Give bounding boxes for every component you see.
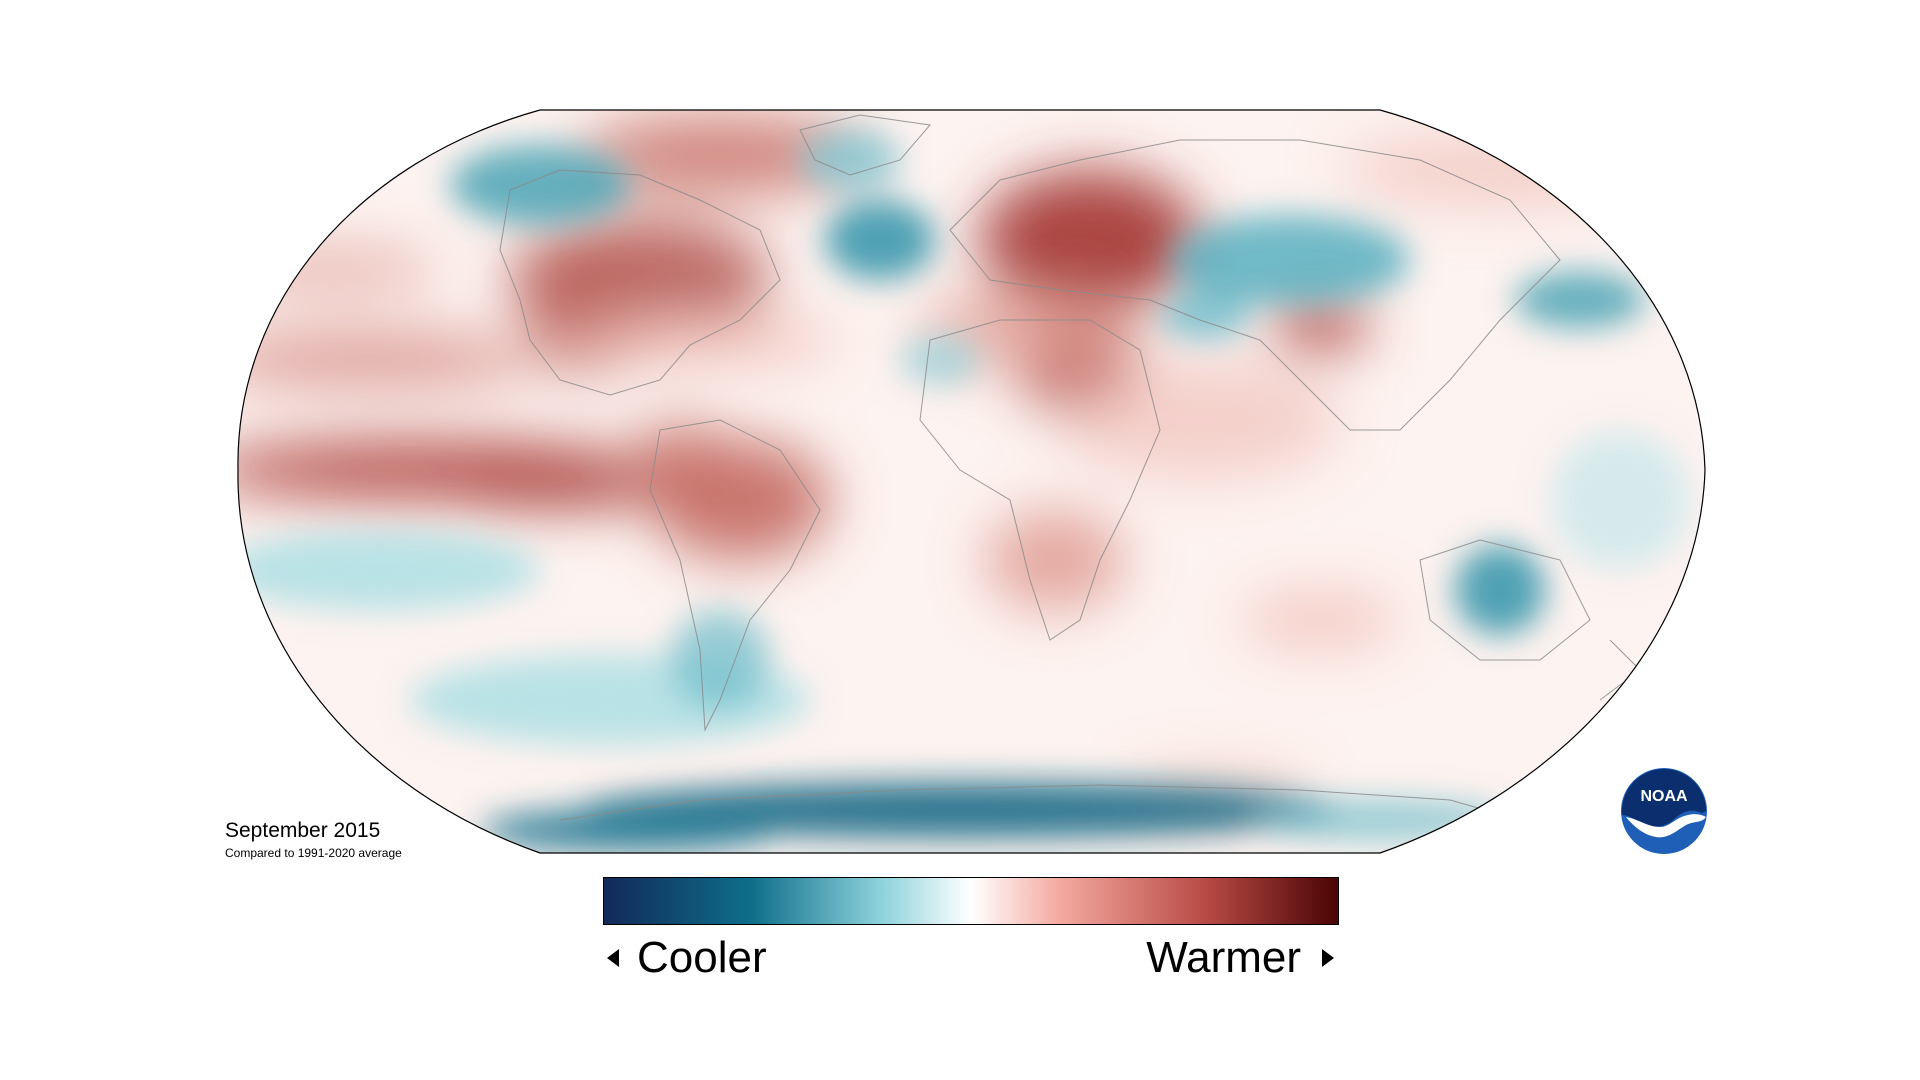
coastlines: [499, 114, 1641, 821]
warm-blob-indian-ocean: [1060, 360, 1340, 480]
antarctica-outline: [559, 784, 1521, 821]
map-title: September 2015: [225, 819, 381, 842]
map-subtitle: Compared to 1991-2020 average: [225, 846, 402, 860]
noaa-logo: NOAA: [1621, 768, 1707, 854]
warm-blob-south-indian: [1240, 590, 1400, 650]
greenland-outline: [799, 114, 931, 176]
warm-blob-north-pacific: [237, 332, 540, 388]
cool-blob-antarctica-west: [480, 808, 780, 852]
warm-blob-arctic-canada: [580, 115, 860, 195]
color-legend-bar: [603, 877, 1339, 925]
warm-blob-ne-pacific: [237, 245, 440, 295]
north-america-outline: [499, 169, 781, 396]
south-america-outline: [649, 419, 821, 732]
cool-blob-se-pacific: [237, 530, 540, 610]
anomaly-field: [237, 110, 1705, 853]
warm-blob-himalaya: [1270, 295, 1370, 355]
cool-blob-greenland: [800, 130, 900, 190]
warm-blob-el-nino-east: [440, 463, 680, 507]
cool-blob-alaska: [450, 145, 630, 225]
cooler-arrow-icon: [607, 949, 619, 967]
warm-blob-europe: [980, 170, 1200, 310]
cool-blob-south-pacific-west: [1550, 430, 1690, 570]
africa-outline: [919, 319, 1161, 641]
cool-blob-west-africa: [900, 335, 980, 385]
cool-blob-argentina: [670, 610, 770, 710]
cooler-label: Cooler: [637, 933, 767, 982]
cool-blob-middle-east: [1160, 290, 1250, 340]
cool-blob-central-asia: [1170, 215, 1410, 305]
warm-blob-amazon: [630, 420, 730, 500]
cool-anomalies: [237, 130, 1690, 852]
warmer-arrow-icon: [1322, 949, 1334, 967]
warm-anomalies: [237, 115, 1660, 810]
eurasia-outline: [949, 139, 1561, 431]
warmer-label: Warmer: [1146, 933, 1301, 982]
warm-blob-southern-africa: [985, 510, 1125, 610]
cool-blob-north-atlantic: [825, 200, 935, 280]
cool-blob-nw-pacific: [1515, 272, 1645, 328]
cool-blob-australia: [1455, 545, 1545, 635]
noaa-logo-text: NOAA: [1640, 788, 1688, 805]
color-legend-gradient: [604, 878, 1338, 924]
australia-outline: [1419, 539, 1591, 661]
warm-blob-siberia: [1340, 135, 1660, 205]
